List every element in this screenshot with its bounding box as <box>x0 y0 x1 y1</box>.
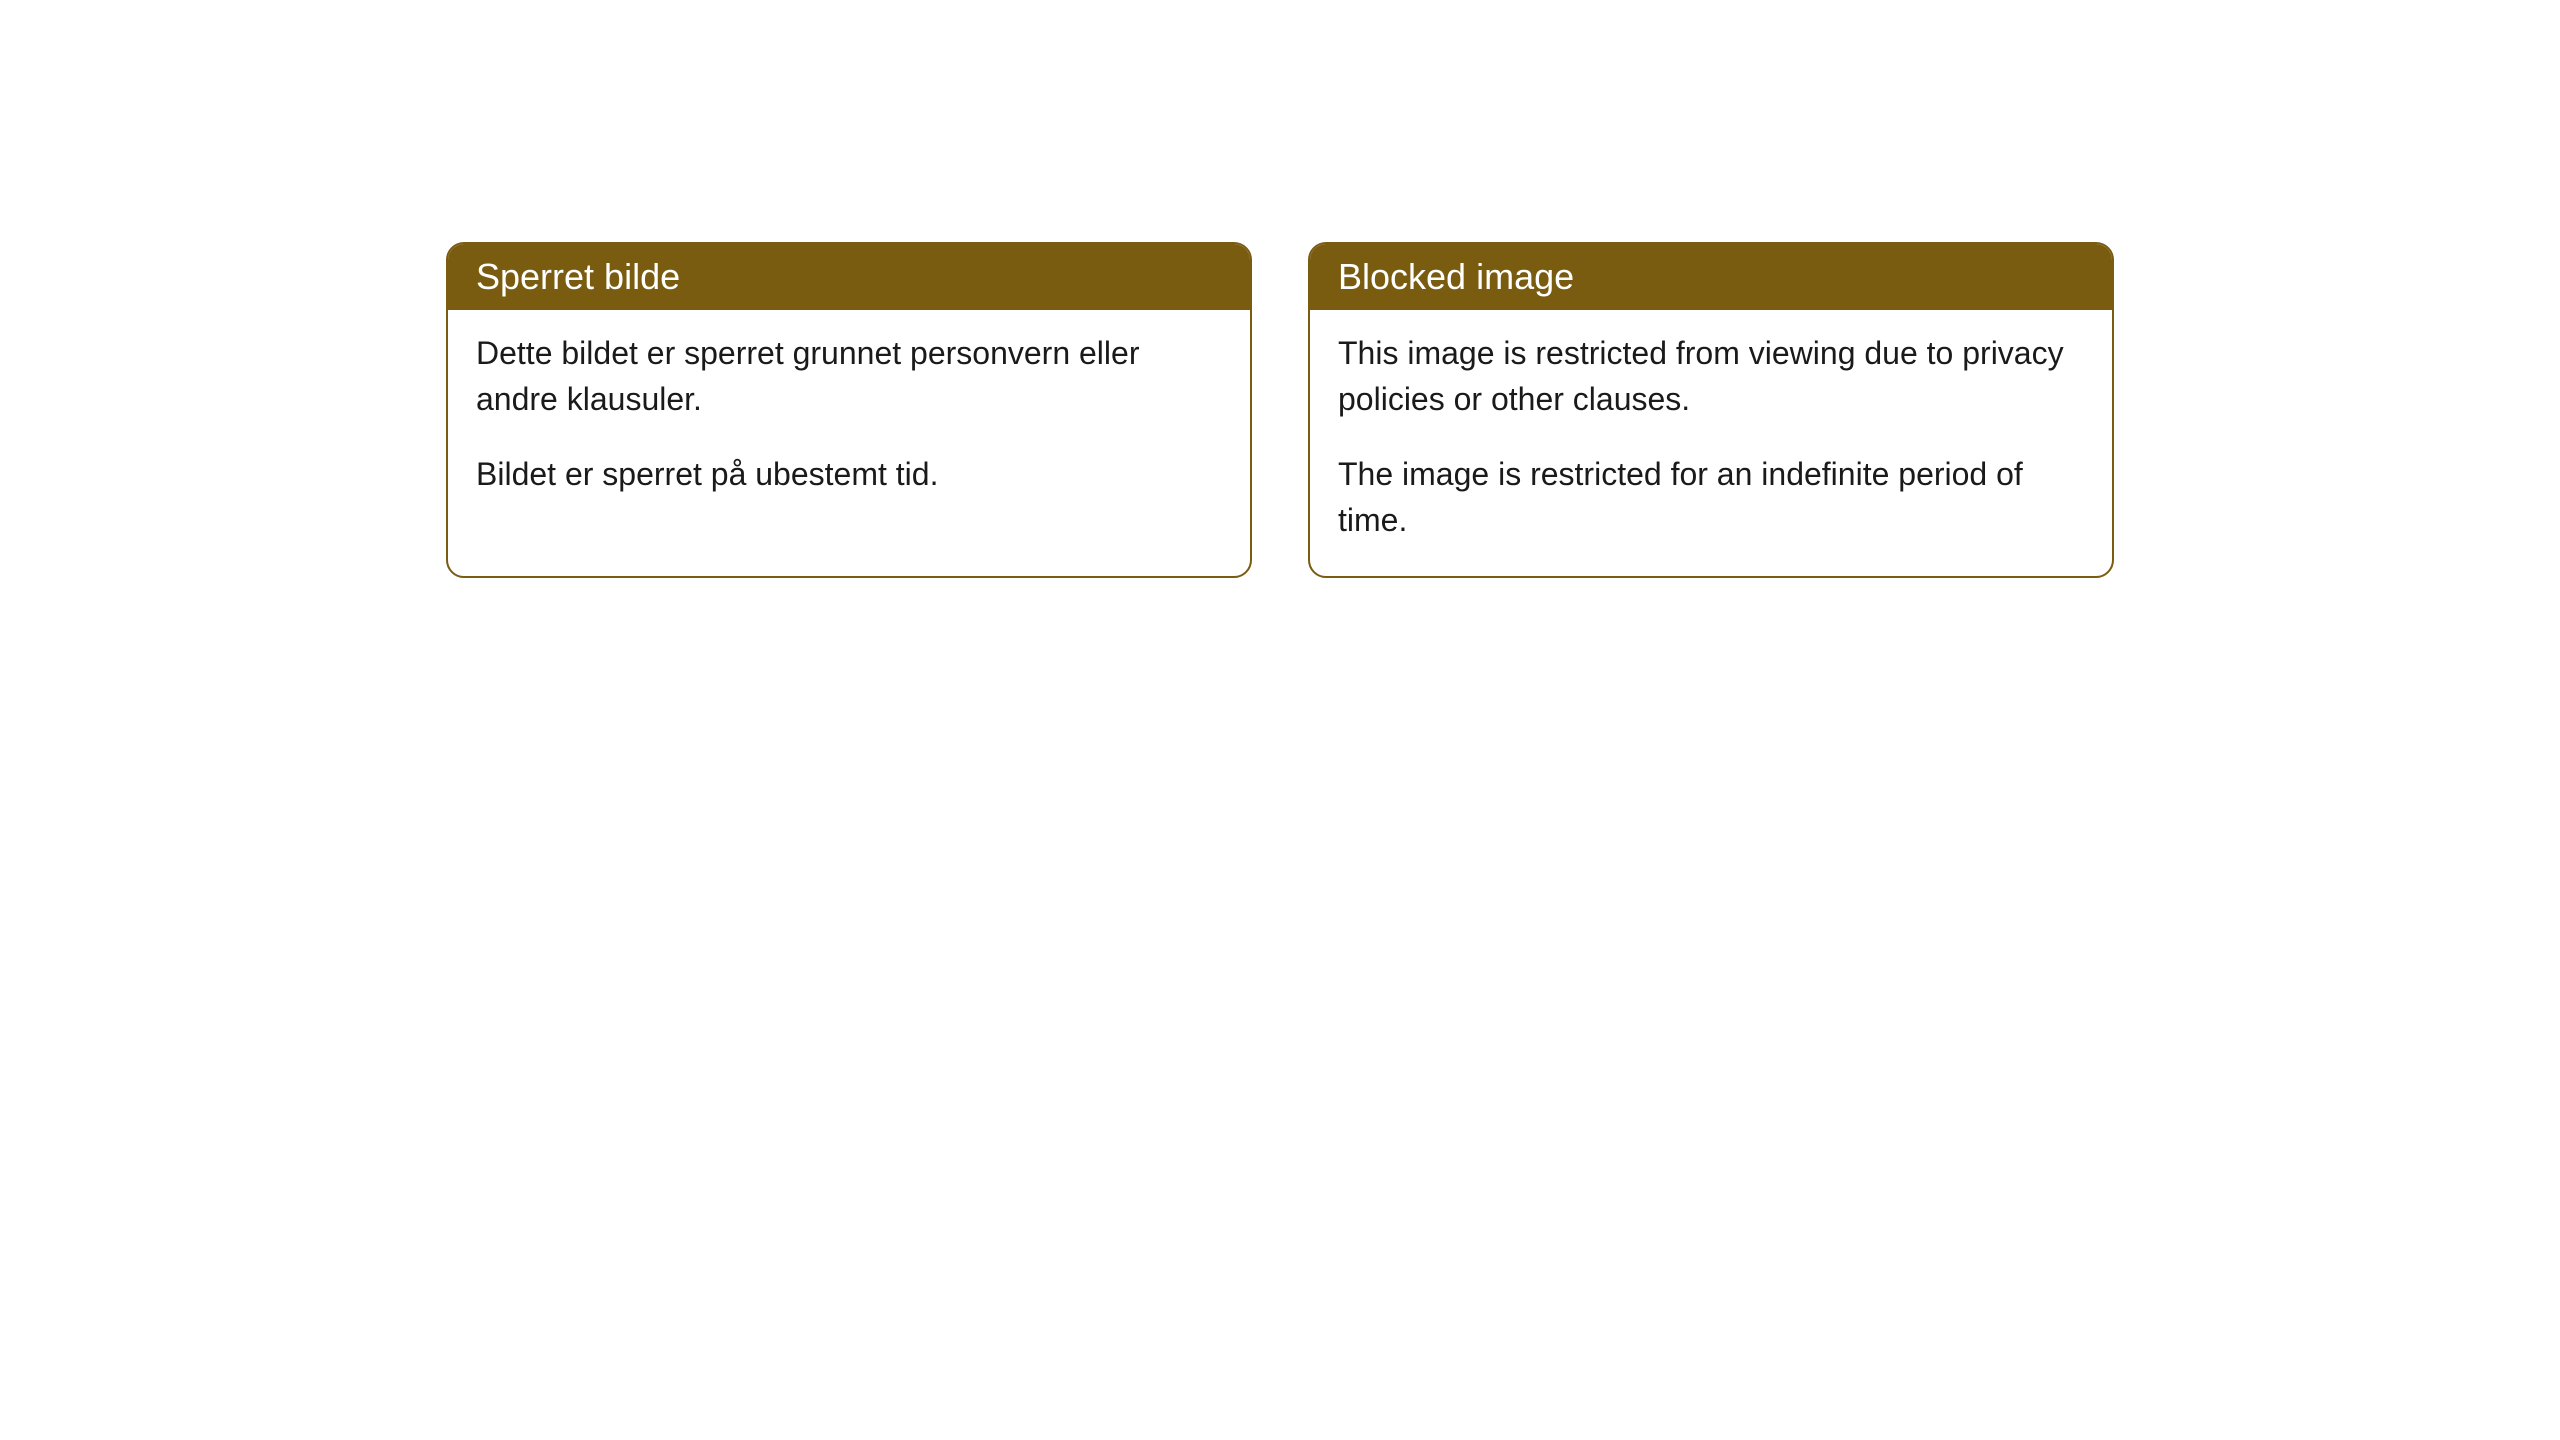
card-title: Sperret bilde <box>476 256 680 297</box>
card-paragraph: The image is restricted for an indefinit… <box>1338 451 2084 544</box>
card-body: This image is restricted from viewing du… <box>1310 310 2112 576</box>
notice-card-english: Blocked image This image is restricted f… <box>1308 242 2114 578</box>
card-paragraph: This image is restricted from viewing du… <box>1338 330 2084 423</box>
card-header: Sperret bilde <box>448 244 1250 310</box>
notice-cards-container: Sperret bilde Dette bildet er sperret gr… <box>0 0 2560 578</box>
card-paragraph: Dette bildet er sperret grunnet personve… <box>476 330 1222 423</box>
notice-card-norwegian: Sperret bilde Dette bildet er sperret gr… <box>446 242 1252 578</box>
card-header: Blocked image <box>1310 244 2112 310</box>
card-paragraph: Bildet er sperret på ubestemt tid. <box>476 451 1222 497</box>
card-title: Blocked image <box>1338 256 1574 297</box>
card-body: Dette bildet er sperret grunnet personve… <box>448 310 1250 529</box>
